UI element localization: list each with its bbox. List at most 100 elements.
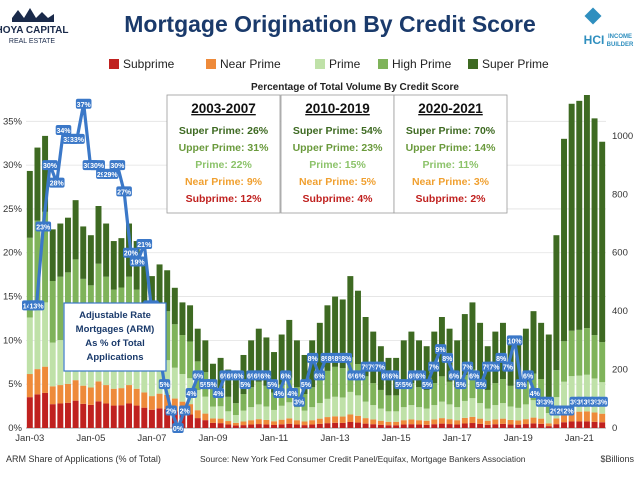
arm-label-bg xyxy=(461,361,474,372)
bar-segment-prime xyxy=(263,406,270,420)
bar-segment-subprime xyxy=(576,421,583,428)
arm-label-bg xyxy=(522,370,534,381)
bar-segment-high-prime xyxy=(599,342,606,383)
bar-segment-near-prime xyxy=(126,385,133,404)
arm-label-bg xyxy=(562,405,575,416)
bar-segment-super-prime xyxy=(477,322,484,380)
bar-segment-prime xyxy=(416,407,423,421)
bar-segment-subprime xyxy=(42,392,49,428)
bar-segment-near-prime xyxy=(42,366,49,393)
arm-data-label: 6% xyxy=(382,373,393,380)
bar-segment-prime xyxy=(332,396,339,417)
bar-segment-subprime xyxy=(492,424,499,428)
arm-data-label: 7% xyxy=(361,365,372,372)
arm-data-label: 7% xyxy=(368,365,379,372)
bar-segment-subprime xyxy=(103,403,110,428)
bar-segment-high-prime xyxy=(187,341,194,379)
bar-segment-subprime xyxy=(423,424,430,428)
y-left-tick-label: 15% xyxy=(3,292,23,303)
arm-label-bg xyxy=(495,352,507,363)
bar-segment-subprime xyxy=(332,422,339,428)
arm-data-label: 6% xyxy=(388,373,399,380)
arm-data-label: 4% xyxy=(274,391,285,398)
bar-segment-super-prime xyxy=(591,118,598,336)
bar-segment-prime xyxy=(370,405,377,420)
bar-segment-near-prime xyxy=(408,419,415,425)
arm-label-bg xyxy=(313,370,326,381)
bar-segment-super-prime xyxy=(530,311,537,374)
bar-segment-subprime xyxy=(148,409,155,428)
bar-segment-subprime xyxy=(461,423,468,428)
arm-label-bg xyxy=(428,361,440,372)
arm-label-bg xyxy=(401,379,413,390)
bar-segment-super-prime xyxy=(103,223,110,277)
arm-label-bg xyxy=(286,387,299,398)
arm-label-bg xyxy=(596,396,608,407)
bar-segment-near-prime xyxy=(576,411,583,422)
bar-segment-prime xyxy=(530,400,537,418)
arm-data-label: 6% xyxy=(314,373,325,380)
bar-segment-subprime xyxy=(370,424,377,428)
arm-label-bg xyxy=(89,160,105,171)
bar-segment-super-prime xyxy=(339,299,346,369)
arm-data-label: 9% xyxy=(436,347,447,354)
bar-segment-subprime xyxy=(484,424,491,428)
bar-segment-prime xyxy=(492,405,499,420)
bar-segment-subprime xyxy=(126,403,133,428)
bar-segment-high-prime xyxy=(179,335,186,374)
bar-segment-prime xyxy=(255,404,262,420)
bar-segment-prime xyxy=(293,407,300,421)
panel-line: Subprime: 2% xyxy=(415,193,486,205)
arm-data-label: 6% xyxy=(415,373,426,380)
arm-data-label: 5% xyxy=(456,382,467,389)
arm-label-bg xyxy=(232,370,245,381)
arm-data-label: 7% xyxy=(483,365,494,372)
bar-segment-high-prime xyxy=(240,394,247,411)
bar-segment-prime xyxy=(209,406,216,419)
bar-segment-near-prime xyxy=(538,418,545,424)
x-tick-label: Jan-15 xyxy=(382,433,411,444)
bar-segment-near-prime xyxy=(561,413,568,423)
arm-label-bg xyxy=(387,370,400,381)
arm-data-label: 6% xyxy=(220,373,231,380)
bar-segment-super-prime xyxy=(400,340,407,388)
bar-segment-subprime xyxy=(95,401,102,428)
bar-segment-prime xyxy=(354,395,361,416)
arm-label-bg xyxy=(266,379,278,390)
arm-annotation: Adjustable Rate Mortgages (ARM) As % of … xyxy=(63,302,167,372)
bar-segment-super-prime xyxy=(538,322,545,380)
bar-segment-subprime xyxy=(507,424,514,428)
arm-data-label: 28% xyxy=(50,181,65,188)
bar-segment-high-prime xyxy=(484,389,491,409)
bar-segment-high-prime xyxy=(492,383,499,406)
arm-data-label: 2% xyxy=(550,408,561,415)
bar-segment-near-prime xyxy=(469,416,476,424)
bar-segment-high-prime xyxy=(362,376,369,402)
bar-segment-near-prime xyxy=(286,418,293,424)
bar-segment-subprime xyxy=(591,421,598,428)
legend-label-near-prime: Near Prime xyxy=(220,57,281,71)
period-panels: 2003-2007 Super Prime: 26% Upper Prime: 31… xyxy=(166,94,508,214)
bar-segment-prime xyxy=(477,403,484,419)
bar-segment-subprime xyxy=(362,423,369,428)
arm-data-label: 3% xyxy=(590,400,601,407)
bar-segment-high-prime xyxy=(263,385,270,407)
bar-segment-high-prime xyxy=(553,370,560,398)
bar-segment-prime xyxy=(568,376,575,412)
arm-data-label: 6% xyxy=(469,373,480,380)
bar-segment-super-prime xyxy=(164,270,171,312)
arm-label-bg xyxy=(172,423,184,433)
bar-segment-prime xyxy=(225,411,232,422)
arm-label-bg xyxy=(306,352,319,363)
arm-data-label: 30% xyxy=(110,163,125,170)
bar-segment-subprime xyxy=(133,405,140,428)
bar-segment-subprime xyxy=(553,424,560,428)
arm-share-line: 14%13%23%30%28%34%33%33%37%30%30%29%29%3… xyxy=(22,98,608,433)
bar-segment-near-prime xyxy=(316,418,323,424)
house-icon xyxy=(584,7,602,25)
x-tick-label: Jan-07 xyxy=(137,433,166,444)
bar-segment-subprime xyxy=(454,424,461,428)
bar-segment-super-prime xyxy=(492,331,499,384)
arm-label-bg xyxy=(178,405,191,416)
